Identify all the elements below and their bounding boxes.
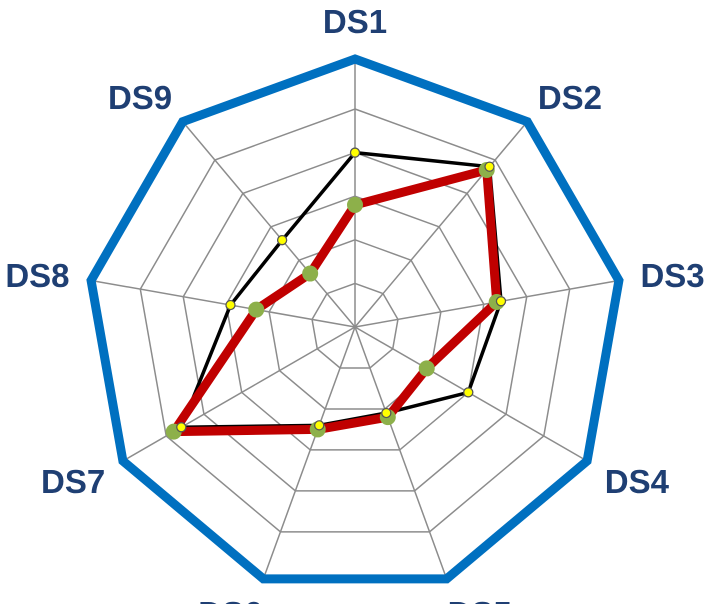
axis-label-ds8: DS8 — [5, 257, 69, 294]
grid-spoke-ds7 — [122, 326, 356, 462]
series-1-marker-ds7 — [176, 422, 187, 433]
series-1-marker-ds1 — [349, 147, 361, 158]
axis-label-ds6: DS6 — [198, 595, 262, 604]
series-1-marker-ds4 — [463, 387, 474, 398]
axis-label-ds7: DS7 — [41, 463, 105, 500]
grid-spoke-ds6 — [262, 326, 356, 580]
series-2-point-ds8 — [248, 301, 265, 318]
grid-spoke-ds8 — [90, 279, 356, 328]
series-1-marker-ds2 — [484, 161, 495, 172]
series-1-line — [179, 150, 503, 430]
axis-label-ds4: DS4 — [605, 463, 670, 500]
axis-label-ds1: DS1 — [323, 3, 387, 40]
axis-label-ds2: DS2 — [538, 79, 602, 116]
grid-ring-5 — [139, 108, 571, 533]
series-2-point-ds1 — [347, 196, 363, 213]
grid-spoke-ds3 — [354, 279, 620, 328]
axis-label-ds5: DS5 — [448, 595, 512, 604]
series-1-marker-ds8 — [225, 299, 236, 311]
series-1-marker-ds9 — [277, 235, 288, 246]
radar-series — [165, 147, 507, 440]
grid-spoke-ds2 — [354, 121, 528, 328]
radar-outer-frame — [86, 54, 624, 584]
series-2-line — [169, 165, 502, 437]
axis-labels: DS1 DS2 DS3 DS4 DS5 DS6 DS7 DS8 DS9 — [5, 3, 704, 604]
grid-ring-3 — [225, 195, 485, 451]
grid-ring-1 — [311, 282, 399, 369]
series-1-marker-ds6 — [314, 420, 325, 431]
outer-frame — [86, 54, 624, 584]
series-2-point-ds9 — [302, 265, 319, 282]
axis-label-ds3: DS3 — [640, 257, 704, 294]
grid-spoke-ds5 — [354, 326, 448, 580]
grid-spoke-ds9 — [182, 121, 356, 328]
series-1-marker-ds3 — [495, 296, 507, 307]
axis-label-ds9: DS9 — [108, 79, 172, 116]
radar-grid — [90, 59, 620, 580]
series-2-point-ds4 — [418, 360, 435, 377]
series-1-marker-ds5 — [381, 407, 392, 419]
